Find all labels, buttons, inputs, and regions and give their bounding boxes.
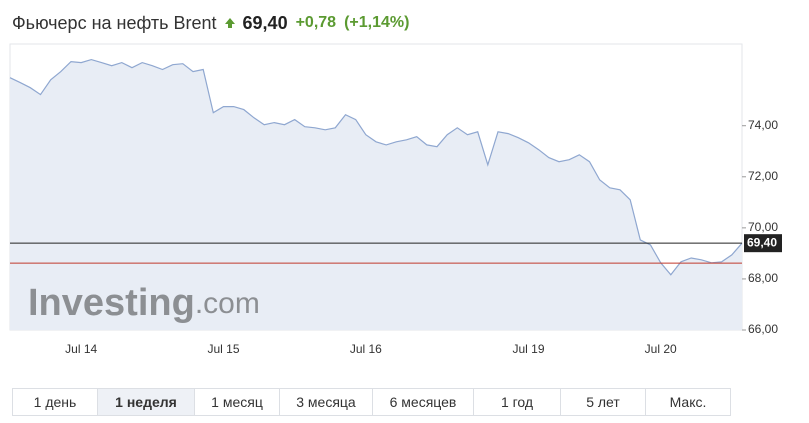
x-tick-label: Jul 15 <box>207 342 239 356</box>
range-bar: 1 день 1 неделя 1 месяц 3 месяца 6 месяцев 1 … <box>12 388 731 416</box>
x-tick-label: Jul 19 <box>512 342 544 356</box>
area <box>10 59 742 330</box>
price: 69,40 <box>242 12 288 33</box>
range-button[interactable]: Макс. <box>669 394 707 410</box>
range-button[interactable]: 5 лет <box>561 389 646 415</box>
header: Фьючерс на нефть Brent 69,40 +0,78 (+1,1… <box>12 10 409 36</box>
chart: 66,00 68,00 70,00 72,00 74,00 Investing.com 69… <box>9 43 782 356</box>
watermark-suffix: .com <box>195 287 260 320</box>
x-tick-label: Jul 20 <box>645 342 677 356</box>
price-tag-label: 69,40 <box>747 235 777 249</box>
line <box>9 58 743 276</box>
range-button[interactable]: 1 месяц <box>195 389 280 415</box>
y-tick-label: 72,00 <box>748 169 778 183</box>
x-tick-label: Jul 14 <box>65 342 97 356</box>
y-tick-label: 68,00 <box>748 271 778 285</box>
change-pct: (+1,14%) <box>344 14 410 31</box>
watermark: Investing.com <box>28 282 260 324</box>
y-tick-label: 66,00 <box>748 322 778 336</box>
y-tick-label: 74,00 <box>748 118 778 132</box>
range-button[interactable]: 3 месяца <box>280 389 373 415</box>
x-tick-label: Jul 16 <box>350 342 382 356</box>
y-tick-label: 70,00 <box>748 220 778 234</box>
watermark-brand: Investing <box>28 282 195 324</box>
range-button[interactable]: 1 год <box>474 389 561 415</box>
title: Фьючерс на нефть Brent <box>12 12 217 33</box>
range-button[interactable]: 1 неделя <box>98 389 195 415</box>
change: +0,78 <box>295 14 337 31</box>
range-button[interactable]: 1 день <box>13 389 98 415</box>
price-tag <box>744 234 782 253</box>
up-arrow <box>224 18 235 28</box>
range-button[interactable]: 6 месяцев <box>373 389 474 415</box>
